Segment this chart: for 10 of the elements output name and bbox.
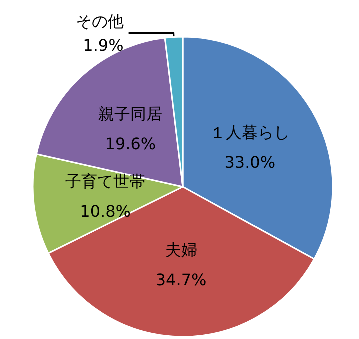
data-label: 19.6%: [105, 134, 156, 154]
slice-label: その他: [76, 12, 124, 31]
slice-label: 夫婦: [165, 240, 198, 260]
data-label: 1.9%: [83, 36, 124, 55]
data-label: 10.8%: [80, 202, 131, 221]
data-label: 34.7%: [156, 270, 207, 290]
data-label: 33.0%: [224, 152, 276, 172]
slice-label: １人暮らし: [210, 122, 290, 142]
slice-label: 子育て世帯: [66, 172, 146, 191]
slice-label: 親子同居: [98, 104, 163, 124]
